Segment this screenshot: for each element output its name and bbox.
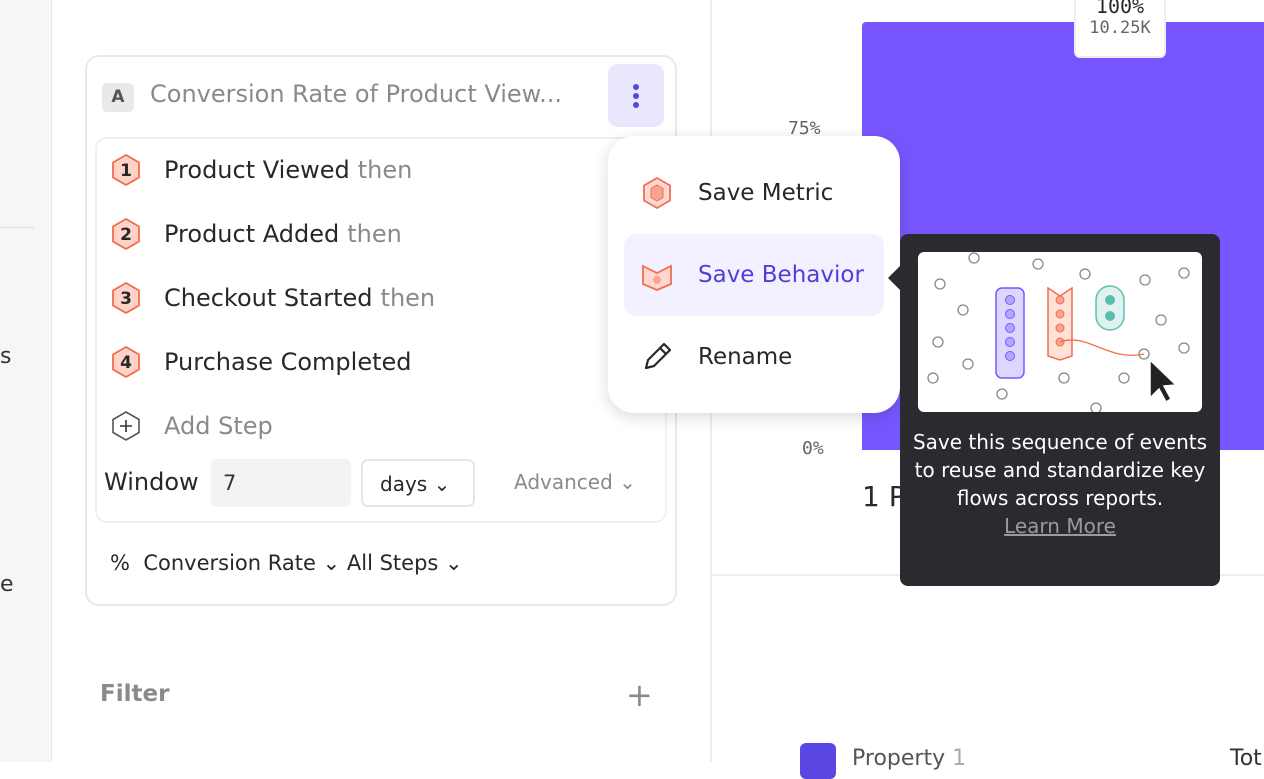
pencil-icon	[644, 342, 672, 370]
metric-title[interactable]: Conversion Rate of Product View...	[150, 80, 562, 108]
behavior-icon	[642, 264, 672, 291]
step-name: Checkout Started	[164, 284, 373, 312]
svg-text:2: 2	[120, 225, 132, 245]
divider	[0, 227, 34, 228]
metric-card	[85, 55, 677, 606]
add-step-button[interactable]: Add Step	[110, 410, 273, 442]
chevron-down-icon: ⌄	[619, 470, 636, 494]
menu-item-label: Save Behavior	[698, 262, 864, 288]
save-metric-menu-item[interactable]: Save Metric	[624, 152, 884, 234]
window-label: Window	[104, 468, 199, 496]
y-tick-label: 75%	[788, 118, 821, 139]
menu-item-label: Save Metric	[698, 180, 834, 206]
property-checkbox[interactable]	[800, 743, 836, 779]
advanced-toggle[interactable]: Advanced ⌄	[514, 470, 636, 494]
advanced-label: Advanced	[514, 470, 613, 494]
step-number-hex-icon: 2	[112, 218, 140, 250]
x-category-label: 1 P	[862, 480, 906, 513]
options-menu: Save Metric Save Behavior Rename	[608, 136, 900, 413]
chevron-down-icon: ⌄	[433, 472, 451, 496]
property-count: 1	[952, 746, 967, 771]
step-then: then	[357, 156, 413, 184]
tooltip-text: Save this sequence of events to reuse an…	[910, 428, 1210, 540]
step-number-hex-icon: 3	[112, 282, 140, 314]
save-behavior-menu-item[interactable]: Save Behavior	[624, 234, 884, 316]
step-then: then	[380, 284, 436, 312]
window-unit-value: days	[380, 472, 428, 496]
property-header[interactable]: Property 1	[852, 746, 966, 771]
total-header: Tot	[1230, 746, 1262, 771]
y-tick-label: 0%	[802, 438, 824, 459]
measure-select[interactable]: Conversion Rate ⌄	[143, 551, 340, 575]
tooltip-arrow	[888, 266, 900, 290]
step-item[interactable]: 4 Purchase Completed	[110, 346, 412, 378]
chevron-down-icon: ⌄	[445, 551, 463, 575]
behavior-illustration	[918, 252, 1202, 412]
add-filter-plus-icon[interactable]: +	[626, 676, 653, 714]
step-name: Product Viewed	[164, 156, 350, 184]
metric-hex-icon	[643, 176, 671, 210]
learn-more-link[interactable]: Learn More	[1004, 514, 1116, 538]
steps-scope-select[interactable]: All Steps ⌄	[347, 551, 463, 575]
bar-count-label: 10.25K	[1089, 18, 1151, 38]
left-nav	[0, 0, 52, 762]
more-options-button[interactable]	[608, 64, 664, 127]
step-name: Product Added	[164, 220, 340, 248]
step-number-hex-icon: 1	[112, 154, 140, 186]
step-number-hex-icon: 4	[112, 346, 140, 378]
measure-row: % Conversion Rate ⌄ All Steps ⌄	[110, 551, 463, 575]
step-item[interactable]: 3 Checkout Started then	[110, 282, 435, 314]
tooltip-description: Save this sequence of events to reuse an…	[912, 430, 1208, 510]
step-item[interactable]: 2 Product Added then	[110, 218, 402, 250]
svg-text:3: 3	[120, 289, 132, 309]
rename-menu-item[interactable]: Rename	[624, 316, 884, 398]
window-input[interactable]: 7	[211, 459, 351, 507]
menu-item-label: Rename	[698, 344, 793, 370]
save-behavior-tooltip: Save this sequence of events to reuse an…	[888, 234, 1220, 586]
steps-scope-value: All Steps	[346, 551, 439, 575]
chevron-down-icon: ⌄	[322, 551, 341, 575]
percent-icon: %	[110, 551, 130, 575]
measure-value: Conversion Rate	[143, 551, 316, 575]
svg-text:1: 1	[120, 161, 132, 181]
window-unit-select[interactable]: days ⌄	[361, 459, 475, 507]
property-label: Property	[852, 746, 946, 771]
nav-item-fragment[interactable]: s	[0, 344, 12, 369]
nav-item-fragment[interactable]: e	[0, 572, 14, 597]
add-hex-icon	[112, 411, 140, 441]
step-name: Purchase Completed	[164, 348, 412, 376]
svg-text:4: 4	[120, 353, 132, 373]
step-then: then	[347, 220, 402, 248]
step-item[interactable]: 1 Product Viewed then	[110, 154, 412, 186]
add-step-label: Add Step	[164, 412, 273, 440]
bar-pct-label: 100%	[1095, 0, 1145, 18]
filter-label: Filter	[100, 681, 170, 707]
bar-data-label: 100% 10.25K	[1074, 0, 1166, 58]
metric-letter-badge: A	[102, 83, 134, 112]
